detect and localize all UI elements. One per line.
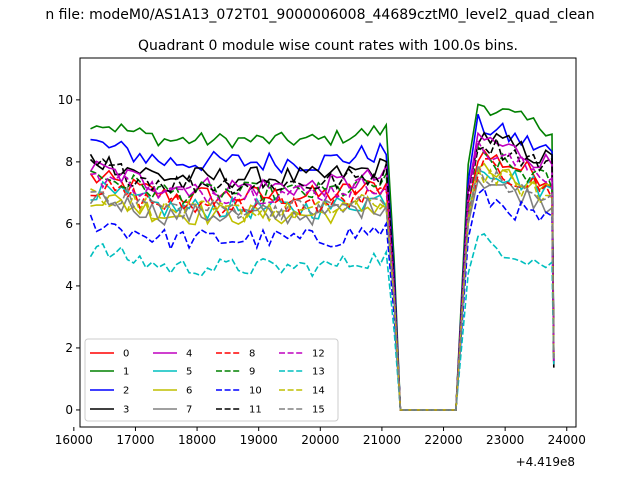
y-tick-label: 8 — [65, 155, 73, 169]
series-line-13 — [89, 232, 555, 411]
legend-label: 6 — [186, 386, 192, 397]
legend-frame — [84, 338, 339, 422]
series-line-12 — [90, 138, 555, 411]
legend-label: 10 — [249, 386, 262, 397]
x-tick-label: 18000 — [178, 433, 216, 447]
legend-label: 5 — [186, 367, 192, 378]
legend-label: 15 — [312, 405, 325, 416]
legend-label: 2 — [123, 386, 129, 397]
legend-label: 8 — [249, 349, 255, 360]
plot-frame — [79, 57, 577, 428]
y-tick-label: 0 — [65, 403, 73, 417]
chart-suptitle: n file: modeM0/AS1A13_072T01_9000006008_… — [45, 7, 594, 23]
legend-label: 12 — [312, 349, 325, 360]
y-tick-label: 10 — [58, 93, 73, 107]
y-tick-label: 6 — [65, 217, 73, 231]
x-tick-label: 23000 — [486, 433, 524, 447]
y-axis-ticks: 0 2 4 6 8 10 — [58, 93, 80, 417]
legend-label: 0 — [123, 349, 129, 360]
series-line-7 — [89, 178, 555, 411]
series-line-15 — [90, 162, 555, 411]
legend-label: 11 — [249, 405, 262, 416]
series-line-0 — [89, 149, 555, 411]
x-tick-label: 17000 — [116, 433, 154, 447]
legend-label: 9 — [249, 367, 255, 378]
x-tick-label: 21000 — [363, 433, 401, 447]
legend-label: 1 — [123, 367, 129, 378]
x-axis-ticks: 16000 17000 18000 19000 20000 21000 22000 23000… — [55, 427, 586, 447]
series-line-2 — [90, 113, 555, 411]
legend-label: 3 — [123, 405, 129, 416]
series-line-11 — [89, 136, 555, 411]
series-line-1 — [90, 103, 555, 411]
series-line-10 — [89, 187, 555, 411]
chart-title: Quadrant 0 module wise count rates with … — [138, 38, 518, 54]
series-line-5 — [90, 168, 555, 411]
x-tick-label: 16000 — [55, 433, 93, 447]
plot-area: 16000 17000 18000 19000 20000 21000 22000 23000… — [55, 57, 586, 469]
series-line-14 — [90, 165, 555, 411]
y-tick-label: 4 — [65, 279, 73, 293]
x-tick-label: 24000 — [548, 433, 586, 447]
series-line-9 — [90, 145, 555, 411]
x-tick-label: 20000 — [301, 433, 339, 447]
legend-label: 4 — [186, 349, 192, 360]
x-tick-label: 19000 — [240, 433, 278, 447]
x-offset-label: +4.419e8 — [516, 455, 575, 469]
series-lines — [89, 103, 555, 411]
legend-label: 14 — [312, 386, 325, 397]
legend-label: 7 — [186, 405, 192, 416]
series-line-8 — [90, 157, 555, 411]
x-tick-label: 22000 — [424, 433, 462, 447]
y-tick-label: 2 — [65, 341, 73, 355]
legend-label: 13 — [312, 367, 325, 378]
